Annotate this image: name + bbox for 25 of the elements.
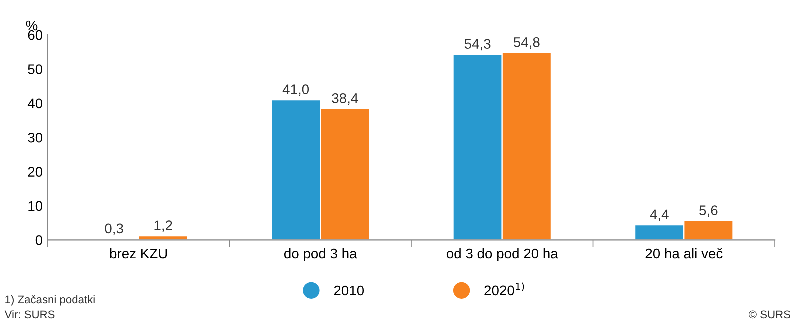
text: © SURS	[749, 310, 790, 319]
x-tick-label: brez KZU	[110, 248, 168, 259]
x-tick-label: od 3 do pod 20 ha	[446, 248, 558, 262]
text: 1) Začasni podatki	[6, 295, 95, 306]
y-tick-label: 30	[28, 132, 43, 143]
y-tick-label: 40	[28, 98, 43, 109]
data-label: 0,3	[105, 224, 124, 236]
data-label: 4,4	[650, 210, 669, 222]
legend-label: 2010	[334, 286, 364, 296]
y-tick-label: 50	[28, 64, 43, 74]
y-tick-label: 20	[28, 167, 43, 177]
text: Vir: SURS	[4, 310, 55, 319]
y-tick-label: 60	[28, 30, 43, 40]
data-label: 38,4	[332, 94, 358, 106]
data-label: 1,2	[154, 220, 172, 232]
data-label: 54,8	[514, 37, 540, 49]
y-tick-label: 10	[28, 201, 43, 212]
y-tick-label: 0	[36, 235, 43, 246]
y-axis-title: %	[26, 20, 38, 31]
legend-label: 2020$^{1)}$	[484, 282, 524, 296]
x-tick-label: 20 ha ali več	[646, 248, 723, 259]
data-label: 54,3	[464, 39, 491, 51]
data-label: 41,0	[282, 84, 310, 96]
data-label: 5,6	[700, 206, 718, 218]
x-tick-label: do pod 3 ha	[284, 248, 358, 262]
